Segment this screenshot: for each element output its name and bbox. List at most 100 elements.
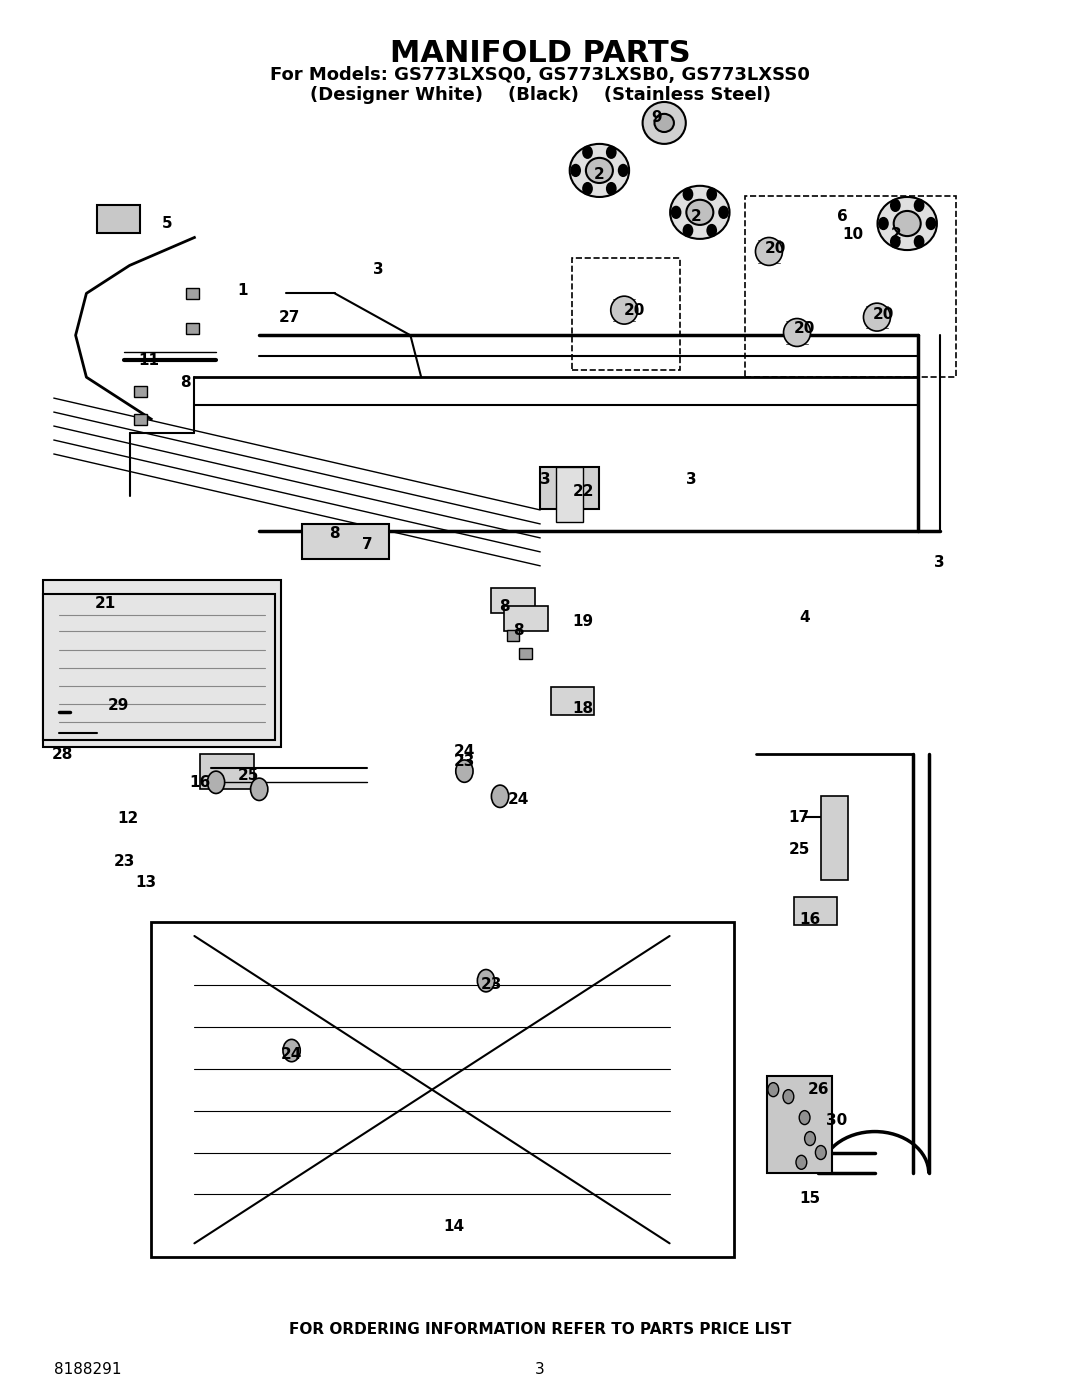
Bar (134, 414, 147, 425)
Text: FOR ORDERING INFORMATION REFER TO PARTS PRICE LIST: FOR ORDERING INFORMATION REFER TO PARTS … (288, 1323, 792, 1337)
Text: 8188291: 8188291 (54, 1362, 121, 1376)
Text: 7: 7 (362, 538, 373, 552)
Text: 24: 24 (281, 1048, 302, 1062)
Text: 22: 22 (572, 485, 594, 499)
Text: 19: 19 (572, 615, 594, 629)
Bar (186, 323, 199, 334)
Circle shape (583, 147, 592, 158)
Text: 10: 10 (842, 228, 864, 242)
Bar (540, 467, 599, 509)
Text: 4: 4 (799, 610, 810, 624)
Text: 29: 29 (108, 698, 130, 712)
Text: 20: 20 (873, 307, 894, 321)
Ellipse shape (643, 102, 686, 144)
Ellipse shape (864, 303, 890, 331)
Bar (43, 580, 281, 747)
Text: 1: 1 (238, 284, 248, 298)
Bar (200, 754, 254, 789)
Circle shape (719, 207, 728, 218)
Text: 3: 3 (535, 1362, 545, 1376)
Ellipse shape (611, 296, 637, 324)
Text: 26: 26 (808, 1083, 829, 1097)
Circle shape (768, 1083, 779, 1097)
Ellipse shape (894, 211, 920, 236)
Text: 20: 20 (765, 242, 786, 256)
Bar (491, 588, 535, 613)
Text: 11: 11 (138, 353, 160, 367)
Text: 28: 28 (52, 747, 73, 761)
Text: 24: 24 (454, 745, 475, 759)
Circle shape (927, 218, 935, 229)
Circle shape (583, 183, 592, 194)
Text: 12: 12 (117, 812, 138, 826)
Text: MANIFOLD PARTS: MANIFOLD PARTS (390, 39, 690, 67)
Text: 2: 2 (594, 168, 605, 182)
Ellipse shape (654, 113, 674, 133)
Bar (745, 196, 956, 377)
Bar (43, 594, 275, 740)
Text: For Models: GS773LXSQ0, GS773LXSB0, GS773LXSS0: For Models: GS773LXSQ0, GS773LXSB0, GS77… (270, 67, 810, 84)
Ellipse shape (670, 186, 730, 239)
Circle shape (796, 1155, 807, 1169)
Circle shape (707, 189, 716, 200)
Text: 20: 20 (794, 321, 815, 335)
Bar (572, 258, 680, 370)
Text: 3: 3 (686, 472, 697, 486)
Text: 8: 8 (513, 623, 524, 637)
Circle shape (607, 183, 616, 194)
Circle shape (805, 1132, 815, 1146)
Text: 16: 16 (189, 775, 211, 789)
Circle shape (477, 970, 495, 992)
Text: 18: 18 (572, 701, 594, 715)
Bar (556, 467, 583, 522)
Text: 17: 17 (788, 810, 810, 824)
Circle shape (607, 147, 616, 158)
Ellipse shape (570, 144, 630, 197)
Bar (794, 897, 837, 925)
Text: 25: 25 (238, 768, 259, 782)
Text: 13: 13 (135, 876, 157, 890)
Circle shape (251, 778, 268, 800)
Circle shape (891, 236, 900, 247)
Circle shape (684, 225, 692, 236)
Text: 8: 8 (499, 599, 510, 613)
Circle shape (207, 771, 225, 793)
Bar (767, 1076, 832, 1173)
Text: 9: 9 (651, 110, 662, 124)
Circle shape (491, 785, 509, 807)
Text: 8: 8 (329, 527, 340, 541)
Text: 6: 6 (837, 210, 848, 224)
Circle shape (879, 218, 888, 229)
Text: 24: 24 (508, 792, 529, 806)
Text: 3: 3 (373, 263, 383, 277)
Bar (821, 796, 848, 880)
Ellipse shape (755, 237, 782, 265)
Text: 8: 8 (180, 376, 191, 390)
Text: 16: 16 (799, 912, 821, 926)
Circle shape (891, 200, 900, 211)
Text: 23: 23 (454, 754, 475, 768)
Circle shape (619, 165, 627, 176)
Bar (186, 288, 199, 299)
Ellipse shape (687, 200, 714, 225)
Text: 2: 2 (891, 228, 902, 242)
Circle shape (915, 200, 923, 211)
Text: 23: 23 (481, 978, 502, 992)
Text: 14: 14 (443, 1220, 464, 1234)
Circle shape (283, 1039, 300, 1062)
Text: 3: 3 (540, 472, 551, 486)
Circle shape (571, 165, 580, 176)
Bar (97, 205, 140, 233)
Text: 23: 23 (113, 855, 135, 869)
Ellipse shape (586, 158, 613, 183)
Circle shape (707, 225, 716, 236)
Circle shape (815, 1146, 826, 1160)
Text: 3: 3 (934, 556, 945, 570)
Bar (551, 687, 594, 715)
Circle shape (915, 236, 923, 247)
Text: 25: 25 (788, 842, 810, 856)
Bar (507, 630, 519, 641)
Circle shape (799, 1111, 810, 1125)
Bar (519, 648, 532, 659)
Bar (504, 606, 548, 631)
